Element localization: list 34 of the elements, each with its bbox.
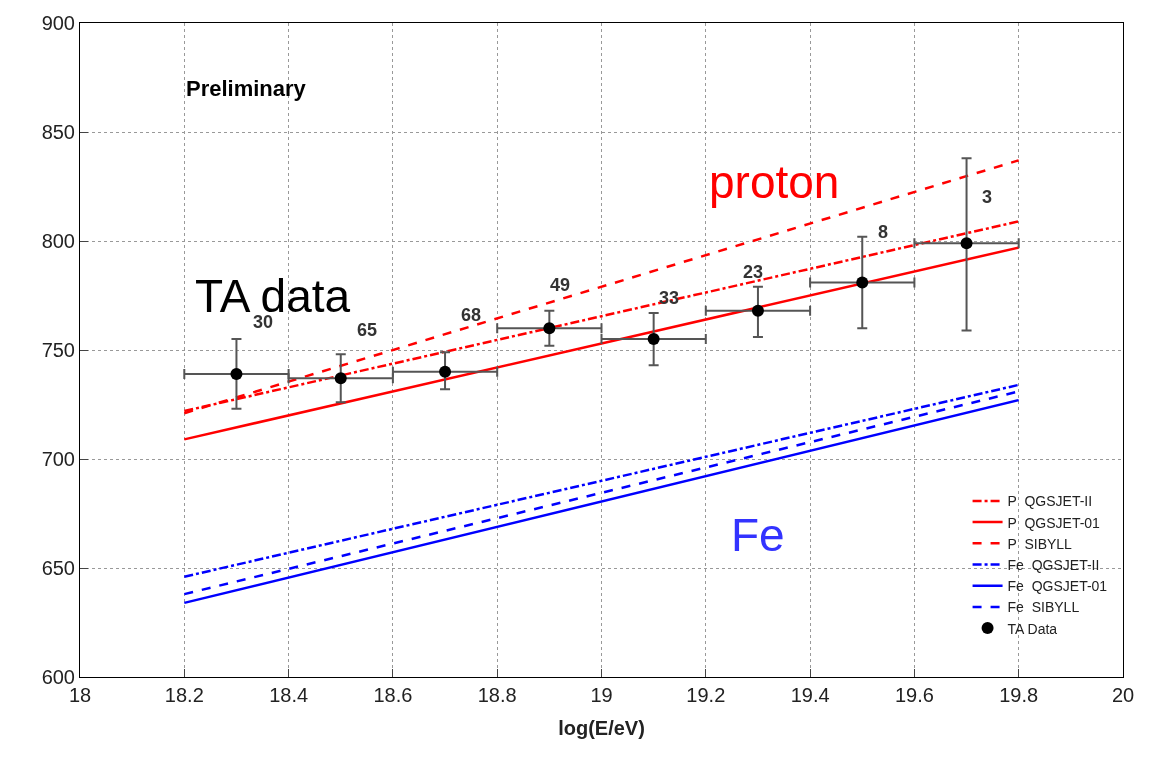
x-tick-label: 20 [1111,684,1135,706]
x-axis-title: log(E/eV) [558,716,645,739]
legend-label: Fe QGSJET-II [1007,556,1100,573]
y-tick-label: 650 [41,557,75,579]
legend-label: Fe SIBYLL [1007,599,1080,616]
annotation: Fe [731,509,785,561]
annotation: 8 [878,222,889,242]
legend-label: P QGSJET-01 [1007,514,1101,531]
x-tick-label: 19.4 [790,684,830,706]
annotation: proton [709,156,840,208]
y-tick-label: 900 [41,12,75,34]
y-tick-label: 750 [41,339,75,361]
x-tick-label: 19.8 [999,684,1039,706]
y-tick-label: 700 [41,448,75,470]
annotation: Preliminary [186,76,307,101]
annotation: 49 [550,275,571,295]
x-tick-label: 19 [590,684,613,706]
annotation: 65 [357,320,378,340]
x-tick-label: 19.2 [686,684,726,706]
legend-label: Fe QGSJET-01 [1007,578,1108,595]
y-tick-label: 800 [41,230,75,252]
legend-label: P SIBYLL [1007,535,1073,552]
legend-label: P QGSJET-II [1007,493,1093,510]
x-tick-label: 18.2 [164,684,204,706]
x-tick-label: 18.4 [269,684,309,706]
x-tick-label: 19.6 [894,684,934,706]
annotation: 23 [743,262,764,282]
legend-label: TA Data [1007,620,1058,637]
x-tick-label: 18.8 [477,684,517,706]
x-tick-label: 18.6 [373,684,413,706]
annotation: 3 [982,187,993,207]
y-tick-label: 850 [41,121,75,143]
annotation: 30 [253,312,274,332]
annotation: 68 [461,305,482,325]
